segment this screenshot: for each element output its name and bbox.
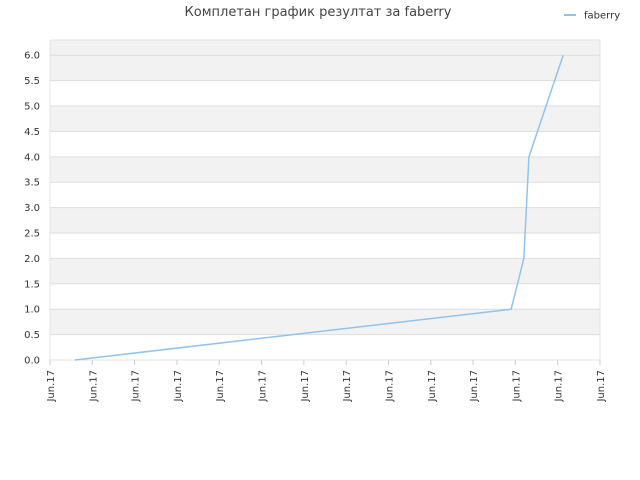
y-tick-label: 1.5 <box>24 279 40 290</box>
y-tick-label: 3.0 <box>24 203 40 214</box>
x-tick-label: Jun.17 <box>215 370 226 403</box>
x-tick-label: Jun.17 <box>427 370 438 403</box>
y-tick-label: 2.5 <box>24 229 40 240</box>
x-tick-label: Jun.17 <box>384 370 395 403</box>
plot-band <box>50 55 600 81</box>
y-tick-label: 3.5 <box>24 178 40 189</box>
plot-border <box>49 39 601 361</box>
y-tick-label: 0.5 <box>24 330 40 341</box>
legend-label: faberry <box>584 11 620 22</box>
x-tick-label: Jun.17 <box>469 370 480 403</box>
y-tick-label: 6.0 <box>24 51 40 62</box>
data-line <box>74 54 564 361</box>
x-tick-label: Jun.17 <box>342 370 353 403</box>
x-tick-label: Jun.17 <box>554 370 565 403</box>
plot-bg <box>50 40 600 360</box>
y-tick-label: 0.0 <box>24 356 40 367</box>
plot-band <box>50 40 600 56</box>
plot-band <box>50 207 600 234</box>
x-tick-label: Jun.17 <box>173 370 184 403</box>
chart-title: Комплетан график резултат за faberry <box>185 5 452 20</box>
y-tick-label: 2.0 <box>24 254 40 265</box>
x-tick-label: Jun.17 <box>88 370 99 403</box>
y-tick-label: 4.0 <box>24 152 40 163</box>
plot-band <box>50 156 600 183</box>
y-tick-label: 1.0 <box>24 305 40 316</box>
plot-band <box>50 258 600 284</box>
y-tick-label: 5.5 <box>24 76 40 87</box>
x-tick-label: Jun.17 <box>258 370 269 403</box>
x-tick-label: Jun.17 <box>300 370 311 403</box>
x-tick-label: Jun.17 <box>46 370 57 403</box>
plot-band <box>50 106 600 132</box>
x-tick-label: Jun.17 <box>596 370 607 403</box>
y-tick-label: 4.5 <box>24 127 40 138</box>
x-tick-label: Jun.17 <box>131 370 142 403</box>
x-tick-label: Jun.17 <box>511 370 522 403</box>
y-tick-label: 5.0 <box>24 102 40 113</box>
